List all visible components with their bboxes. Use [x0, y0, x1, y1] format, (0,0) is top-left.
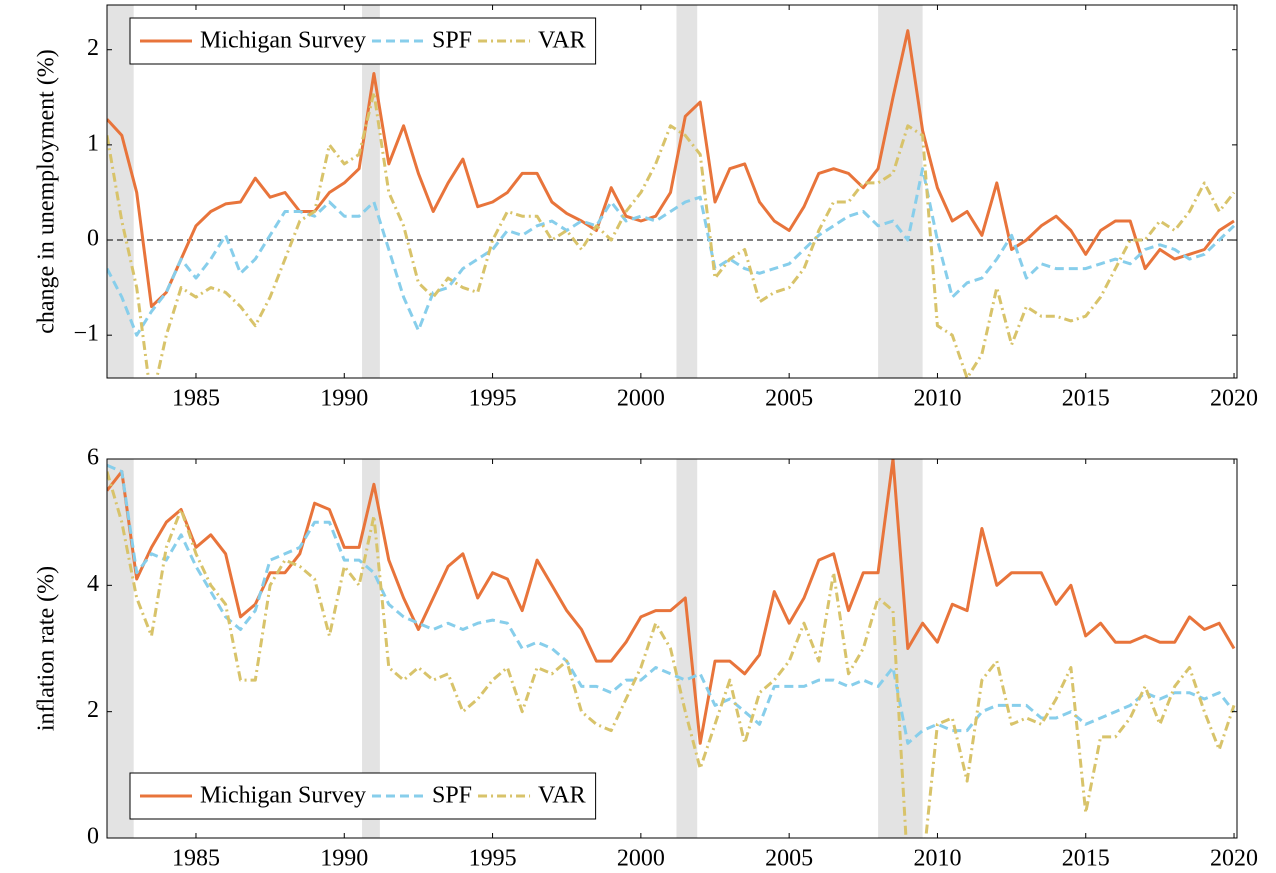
series-line [107, 459, 1236, 745]
legend-label: SPF [432, 28, 472, 54]
plot-area [107, 459, 1236, 838]
series-line [107, 463, 1236, 745]
legend-label: VAR [538, 28, 586, 54]
recession-band [676, 459, 698, 838]
x-tick-label: 1985 [172, 846, 220, 872]
x-tick-label: 1990 [320, 846, 368, 872]
x-tick-label: 2005 [765, 386, 813, 412]
y-tick-label: 2 [87, 697, 99, 723]
x-tick-label: 1985 [172, 386, 220, 412]
y-tick-label: 0 [87, 226, 99, 252]
y-axis-label: inflation rate (%) [34, 566, 60, 731]
recession-band [107, 5, 134, 378]
y-tick-label: 4 [87, 571, 99, 597]
x-tick-label: 2000 [617, 386, 665, 412]
plot-area [107, 5, 1237, 378]
legend-label: Michigan Survey [200, 783, 366, 809]
y-tick-label: 6 [87, 445, 99, 471]
plot-frame [106, 4, 1238, 379]
legend-label: Michigan Survey [200, 28, 366, 54]
legend: Michigan Survey SPF VAR [140, 28, 586, 54]
legend-label: VAR [538, 783, 586, 809]
x-tick-label: 2000 [617, 846, 665, 872]
recession-band [676, 5, 698, 378]
y-tick-label: −1 [73, 321, 99, 347]
series-line [107, 167, 1236, 337]
x-tick-label: 2010 [913, 386, 961, 412]
series-line [107, 471, 1236, 838]
x-tick-label: 1995 [469, 386, 517, 412]
x-tick-label: 2015 [1062, 846, 1110, 872]
x-tick-label: 2020 [1210, 846, 1258, 872]
x-tick-label: 2005 [765, 846, 813, 872]
series-line [107, 91, 1236, 378]
y-tick-label: 1 [87, 130, 99, 156]
plot-frame [106, 458, 1238, 839]
y-tick-label: 2 [87, 35, 99, 61]
y-tick-label: 0 [87, 824, 99, 850]
x-tick-label: 1990 [320, 386, 368, 412]
x-tick-label: 2020 [1210, 386, 1258, 412]
recession-band [362, 459, 380, 838]
x-tick-label: 2015 [1062, 386, 1110, 412]
legend-label: SPF [432, 783, 472, 809]
x-tick-label: 1995 [469, 846, 517, 872]
recession-band [362, 5, 380, 378]
legend: Michigan Survey SPF VAR [140, 783, 586, 809]
series-line [107, 29, 1235, 309]
x-tick-label: 2010 [913, 846, 961, 872]
y-axis-label: change in unemployment (%) [34, 49, 60, 334]
